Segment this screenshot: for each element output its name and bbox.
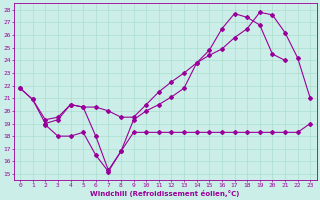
X-axis label: Windchill (Refroidissement éolien,°C): Windchill (Refroidissement éolien,°C) bbox=[91, 190, 240, 197]
